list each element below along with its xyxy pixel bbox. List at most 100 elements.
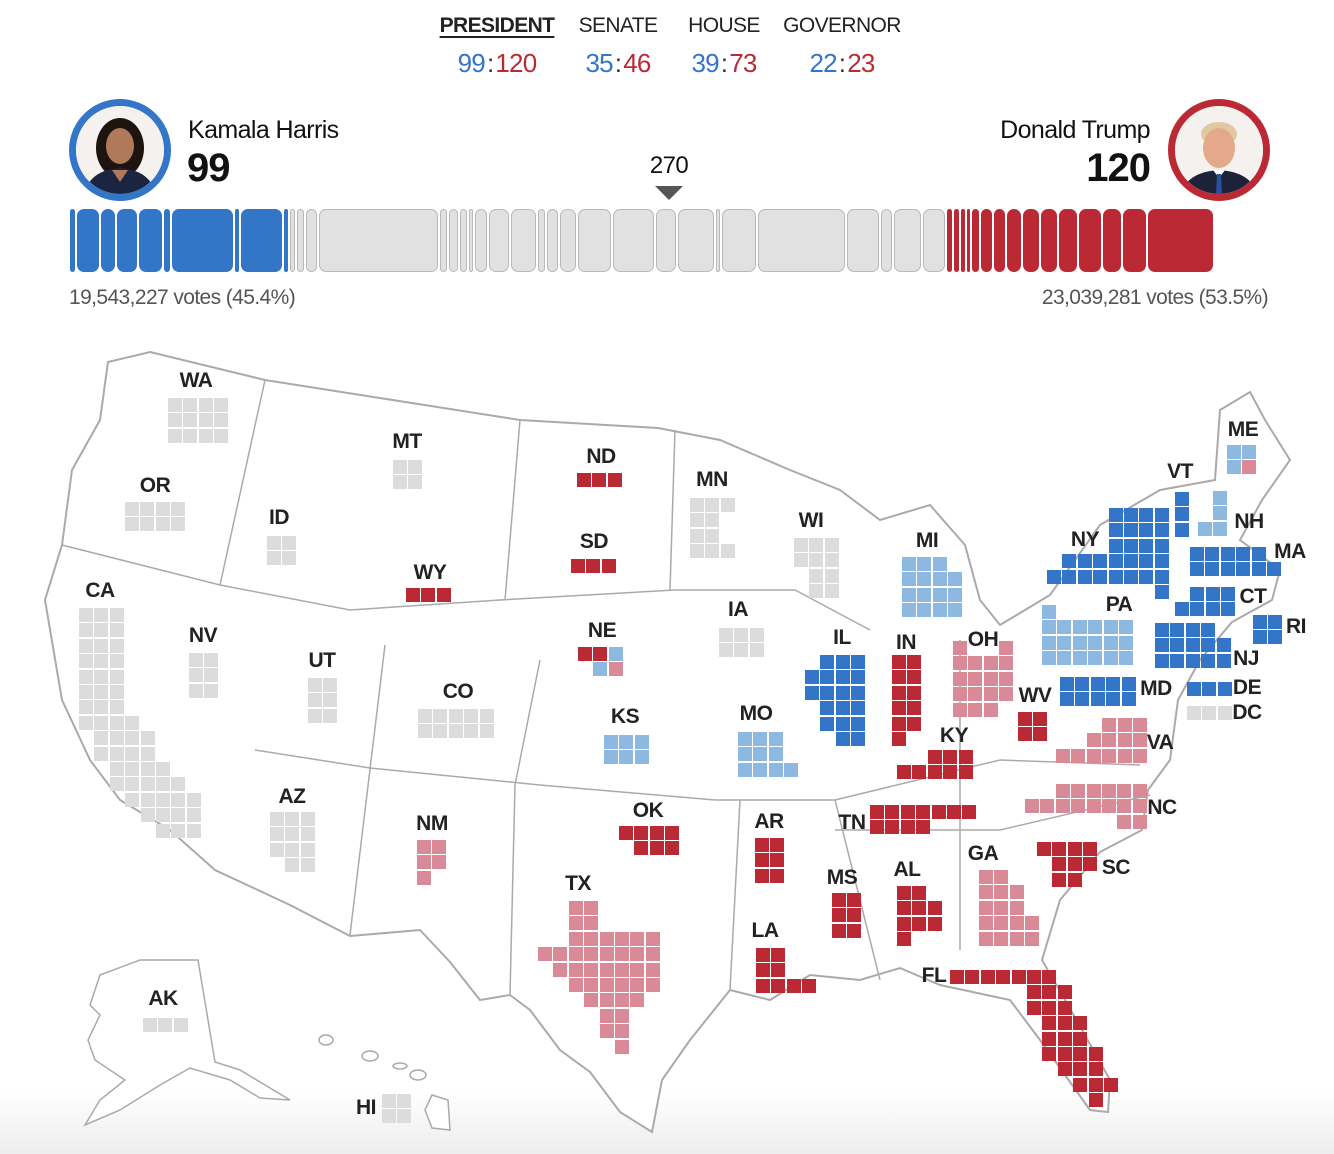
uncalled-state-segment[interactable] (319, 209, 438, 272)
state-label-al[interactable]: AL (893, 858, 922, 881)
uncalled-state-segment[interactable] (306, 209, 318, 272)
uncalled-state-segment[interactable] (448, 209, 458, 272)
tab-governor[interactable]: GOVERNOR (783, 14, 901, 37)
state-label-mt[interactable]: MT (392, 430, 422, 453)
rep-state-segment[interactable] (1123, 209, 1146, 272)
state-label-az[interactable]: AZ (278, 785, 307, 808)
rep-state-segment[interactable] (980, 209, 993, 272)
governor-score[interactable]: 22:23 (809, 48, 875, 79)
dem-state-segment[interactable] (70, 209, 75, 272)
state-label-tn[interactable]: TN (838, 811, 867, 834)
president-score[interactable]: 99:120 (458, 48, 538, 79)
uncalled-state-segment[interactable] (488, 209, 509, 272)
state-label-nj[interactable]: NJ (1233, 647, 1259, 670)
rep-state-segment[interactable] (947, 209, 953, 272)
dem-state-segment[interactable] (283, 209, 289, 272)
dem-state-segment[interactable] (163, 209, 171, 272)
state-label-dc[interactable]: DC (1232, 701, 1262, 724)
dem-state-segment[interactable] (116, 209, 138, 272)
state-label-ca[interactable]: CA (85, 579, 115, 602)
rep-state-segment[interactable] (954, 209, 959, 272)
rep-state-segment[interactable] (994, 209, 1006, 272)
dem-state-segment[interactable] (241, 209, 282, 272)
senate-score[interactable]: 35:46 (585, 48, 651, 79)
dem-state-segment[interactable] (76, 209, 100, 272)
rep-state-segment[interactable] (971, 209, 979, 272)
tab-president[interactable]: PRESIDENT (439, 14, 555, 37)
state-label-va[interactable]: VA (1146, 731, 1174, 754)
tab-senate[interactable]: SENATE (578, 14, 658, 37)
state-label-ri[interactable]: RI (1286, 615, 1307, 638)
tab-house[interactable]: HOUSE (688, 14, 760, 37)
state-label-ar[interactable]: AR (754, 810, 784, 833)
rep-state-segment[interactable] (1023, 209, 1039, 272)
uncalled-state-segment[interactable] (297, 209, 305, 272)
uncalled-state-segment[interactable] (722, 209, 757, 272)
state-label-tx[interactable]: TX (565, 872, 591, 895)
state-label-sd[interactable]: SD (579, 530, 609, 553)
state-label-ny[interactable]: NY (1070, 528, 1100, 551)
uncalled-state-segment[interactable] (880, 209, 892, 272)
state-label-hi[interactable]: HI (356, 1096, 377, 1119)
state-label-ma[interactable]: MA (1274, 540, 1306, 563)
dem-state-segment[interactable] (234, 209, 240, 272)
state-label-wv[interactable]: WV (1018, 684, 1052, 707)
state-label-nm[interactable]: NM (416, 812, 448, 835)
uncalled-state-segment[interactable] (475, 209, 487, 272)
state-label-il[interactable]: IL (833, 626, 851, 649)
state-label-fl[interactable]: FL (921, 964, 947, 987)
state-label-mo[interactable]: MO (739, 702, 773, 725)
state-label-ia[interactable]: IA (728, 598, 749, 621)
dem-state-segment[interactable] (139, 209, 162, 272)
state-label-pa[interactable]: PA (1105, 593, 1133, 616)
uncalled-state-segment[interactable] (847, 209, 879, 272)
rep-state-segment[interactable] (1078, 209, 1102, 272)
state-label-ne[interactable]: NE (587, 619, 617, 642)
state-label-ut[interactable]: UT (308, 649, 337, 672)
state-label-or[interactable]: OR (139, 474, 171, 497)
state-label-vt[interactable]: VT (1167, 460, 1193, 483)
state-label-mi[interactable]: MI (915, 529, 939, 552)
state-label-nv[interactable]: NV (188, 624, 218, 647)
state-label-la[interactable]: LA (751, 919, 780, 942)
state-label-ok[interactable]: OK (632, 799, 664, 822)
uncalled-state-segment[interactable] (546, 209, 558, 272)
uncalled-state-segment[interactable] (510, 209, 536, 272)
state-label-ms[interactable]: MS (826, 866, 858, 889)
uncalled-state-segment[interactable] (559, 209, 576, 272)
state-label-ak[interactable]: AK (148, 987, 178, 1010)
state-label-me[interactable]: ME (1227, 418, 1259, 441)
rep-state-segment[interactable] (960, 209, 966, 272)
state-label-wy[interactable]: WY (413, 561, 447, 584)
state-label-mn[interactable]: MN (696, 468, 728, 491)
state-label-ct[interactable]: CT (1239, 585, 1268, 608)
state-label-co[interactable]: CO (442, 680, 474, 703)
rep-state-segment[interactable] (1103, 209, 1122, 272)
uncalled-state-segment[interactable] (613, 209, 654, 272)
state-label-nh[interactable]: NH (1234, 510, 1264, 533)
uncalled-state-segment[interactable] (537, 209, 545, 272)
state-label-id[interactable]: ID (269, 506, 290, 529)
uncalled-state-segment[interactable] (290, 209, 296, 272)
state-label-in[interactable]: IN (896, 631, 917, 654)
uncalled-state-segment[interactable] (655, 209, 676, 272)
state-label-ks[interactable]: KS (610, 705, 640, 728)
state-label-wi[interactable]: WI (798, 509, 824, 532)
uncalled-state-segment[interactable] (439, 209, 447, 272)
state-label-sc[interactable]: SC (1101, 856, 1131, 879)
rep-state-segment[interactable] (1147, 209, 1213, 272)
rep-state-segment[interactable] (1058, 209, 1077, 272)
uncalled-state-segment[interactable] (758, 209, 846, 272)
uncalled-state-segment[interactable] (922, 209, 946, 272)
rep-state-segment[interactable] (967, 209, 970, 272)
uncalled-state-segment[interactable] (893, 209, 921, 272)
state-label-ga[interactable]: GA (967, 842, 999, 865)
house-score[interactable]: 39:73 (691, 48, 757, 79)
state-label-de[interactable]: DE (1232, 676, 1262, 699)
dem-state-segment[interactable] (172, 209, 233, 272)
rep-state-segment[interactable] (1040, 209, 1057, 272)
state-label-oh[interactable]: OH (967, 628, 999, 651)
uncalled-state-segment[interactable] (577, 209, 612, 272)
state-label-md[interactable]: MD (1140, 677, 1172, 700)
state-label-wa[interactable]: WA (179, 369, 213, 392)
